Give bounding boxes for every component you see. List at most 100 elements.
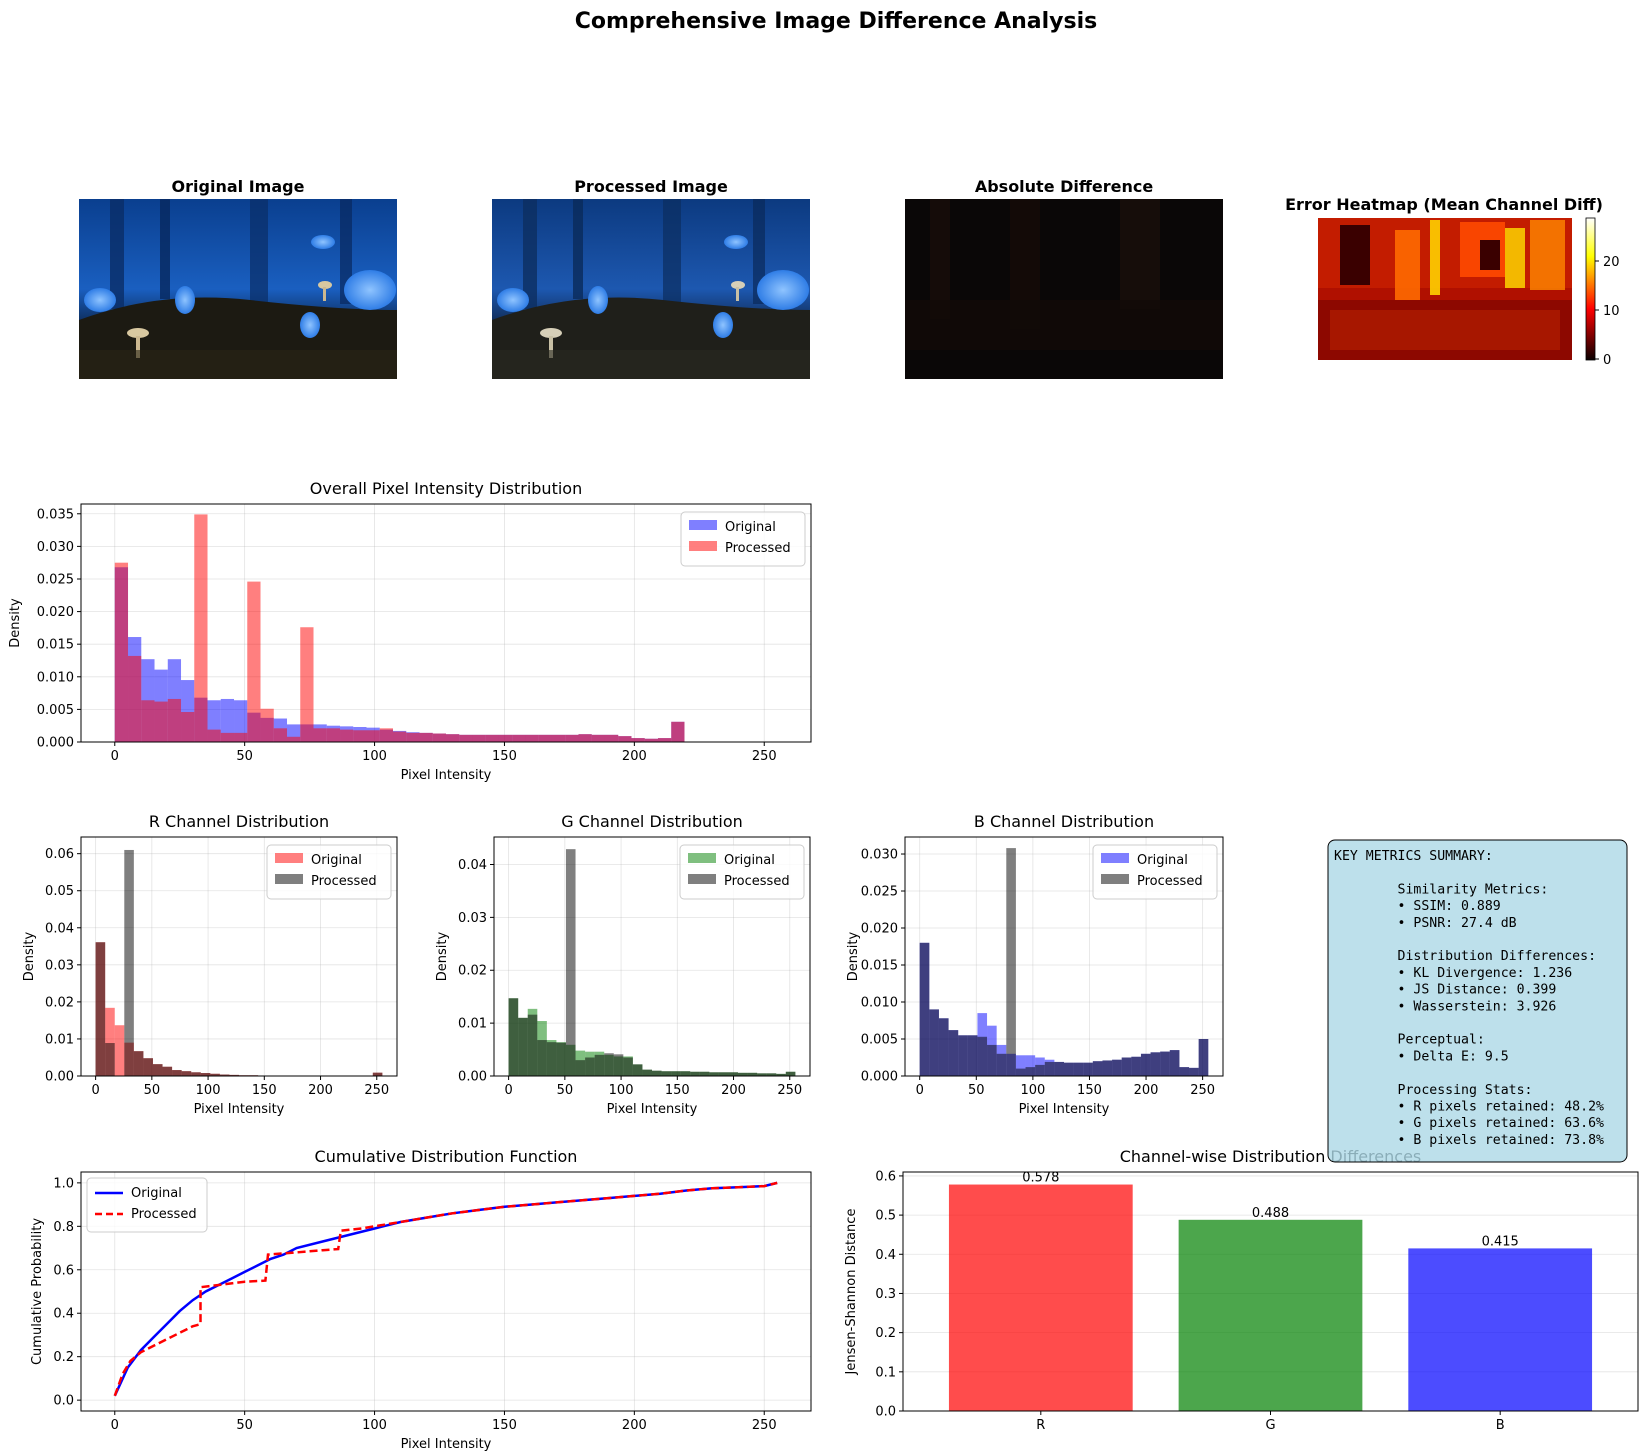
legend-label: Original: [1137, 853, 1188, 868]
y-axis-label: Density: [846, 931, 861, 981]
metrics-line: Processing Stats:: [1334, 1083, 1533, 1098]
histogram-bar: [585, 1057, 595, 1076]
histogram-bar: [229, 1074, 239, 1076]
histogram-bar: [604, 1053, 614, 1076]
histogram-bar: [565, 734, 579, 742]
y-axis-label: Jensen-Shannon Distance: [844, 1209, 859, 1376]
x-tick-label: 200: [308, 1083, 333, 1098]
y-tick-label: 0.5: [875, 1209, 896, 1224]
js-bar-b: [1408, 1248, 1593, 1411]
histogram-bar: [1015, 1055, 1026, 1076]
histogram-bar: [114, 562, 129, 742]
x-tick-label: 0: [91, 1083, 99, 1098]
colorbar-tick: 0: [1603, 353, 1611, 368]
histogram-bar: [172, 1070, 182, 1076]
bar-value-label: 0.578: [1022, 1171, 1059, 1186]
x-tick-label: 0: [111, 1418, 119, 1433]
histogram-bar: [273, 728, 288, 742]
histogram-bar: [948, 1030, 959, 1076]
histogram-bar: [1140, 1053, 1151, 1076]
histogram-bar: [699, 1071, 710, 1076]
histogram-bar: [631, 738, 645, 742]
x-axis-label: Pixel Intensity: [1019, 1102, 1110, 1117]
legend-label: Processed: [131, 1207, 197, 1222]
y-tick-label: 0.0: [53, 1394, 74, 1409]
histogram-bar: [591, 734, 605, 742]
metrics-line: • R pixels retained: 48.2%: [1334, 1100, 1604, 1115]
y-tick-label: 0.035: [37, 507, 74, 522]
histogram-bar: [967, 1035, 978, 1076]
histogram-bar: [738, 1072, 748, 1076]
x-tick-label: G: [1265, 1418, 1275, 1433]
histogram-bar: [958, 1035, 968, 1076]
histogram-bar: [1102, 1060, 1113, 1076]
y-tick-label: 0.03: [45, 958, 74, 973]
x-tick-label: 200: [1134, 1083, 1159, 1098]
error-heatmap-panel: Error Heatmap (Mean Channel Diff) 0 10 2…: [1285, 195, 1619, 368]
metrics-line: • SSIM: 0.889: [1334, 899, 1501, 914]
processed-image-title: Processed Image: [574, 177, 728, 196]
figure-suptitle: Comprehensive Image Difference Analysis: [575, 9, 1098, 34]
y-tick-label: 0.030: [861, 848, 898, 863]
y-tick-label: 0.04: [458, 858, 487, 873]
histogram-bar: [613, 1054, 624, 1076]
y-tick-label: 0.03: [458, 911, 487, 926]
histogram-bar: [191, 1072, 201, 1076]
metrics-line: Distribution Differences:: [1334, 949, 1596, 964]
metrics-line: KEY METRICS SUMMARY:: [1334, 849, 1493, 864]
legend-swatch: [688, 853, 716, 863]
histogram-bar: [996, 1053, 1007, 1076]
histogram-bar: [234, 700, 248, 742]
histogram-bar: [207, 729, 221, 742]
histogram-bar: [1189, 1067, 1199, 1076]
legend-label: Processed: [311, 874, 377, 889]
histogram-bar: [114, 1025, 125, 1076]
x-tick-label: 100: [196, 1083, 221, 1098]
y-tick-label: 0.8: [53, 1220, 74, 1235]
legend-swatch: [275, 853, 303, 863]
histogram-bar: [661, 1071, 672, 1076]
y-tick-label: 0.04: [45, 921, 74, 936]
metrics-line: • Wasserstein: 3.926: [1334, 999, 1556, 1014]
y-tick-label: 0.025: [861, 885, 898, 900]
histogram-bar: [300, 627, 314, 742]
chart-title: Cumulative Distribution Function: [315, 1147, 578, 1166]
histogram-bar: [718, 1072, 729, 1076]
legend-label: Original: [131, 1186, 182, 1201]
axes-frame: [80, 503, 812, 743]
y-tick-label: 0.0: [875, 1405, 896, 1420]
histogram-bar: [929, 1009, 939, 1076]
legend-swatch: [1101, 853, 1129, 863]
histogram-bar: [766, 1073, 777, 1076]
histogram-bar: [181, 1071, 192, 1076]
x-tick-label: 100: [1020, 1083, 1045, 1098]
histogram-bar: [287, 736, 301, 742]
histogram-bar: [578, 734, 592, 742]
x-tick-label: 200: [721, 1083, 746, 1098]
histogram-bar: [1006, 848, 1016, 1076]
histogram-bar: [1073, 1062, 1084, 1076]
y-axis-label: Cumulative Probability: [30, 1218, 45, 1365]
processed-image: [492, 199, 810, 379]
y-tick-label: 0.05: [45, 884, 74, 899]
histogram-bar: [1025, 1067, 1036, 1076]
x-axis-label: Pixel Intensity: [401, 1437, 492, 1452]
histogram-bar: [194, 514, 208, 742]
histogram-bar: [604, 734, 619, 742]
histogram-bar: [124, 849, 134, 1076]
histogram-bar: [919, 942, 930, 1076]
y-tick-label: 0.010: [37, 670, 74, 685]
y-tick-label: 0.2: [53, 1350, 74, 1365]
x-tick-label: 100: [609, 1083, 634, 1098]
axes-frame: [80, 1171, 812, 1412]
axes-frame: [80, 836, 398, 1077]
histogram-bar: [1044, 1061, 1055, 1076]
y-tick-label: 0.005: [861, 1033, 898, 1048]
y-tick-label: 0.01: [45, 1032, 74, 1047]
y-tick-label: 0.020: [861, 922, 898, 937]
js-bar-g: [1178, 1219, 1363, 1411]
histogram-bar: [1160, 1051, 1170, 1076]
histogram-bar: [141, 700, 155, 742]
chart-title: Overall Pixel Intensity Distribution: [310, 479, 582, 498]
